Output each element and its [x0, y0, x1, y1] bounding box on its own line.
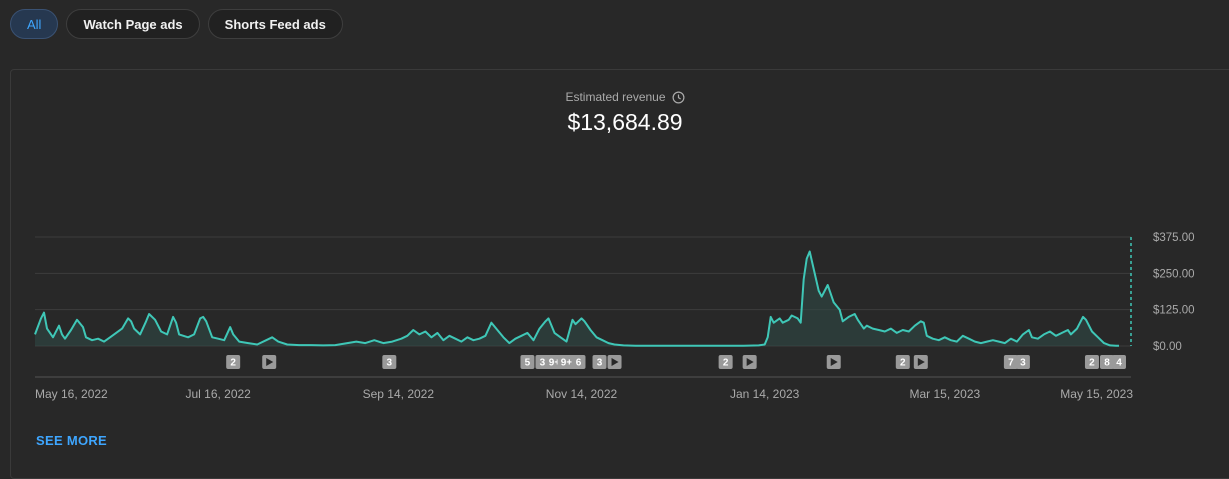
- filter-chips: All Watch Page ads Shorts Feed ads: [10, 9, 343, 39]
- marker-badge: [1003, 355, 1018, 369]
- event-count-marker[interactable]: 2: [895, 355, 910, 369]
- play-icon: [746, 358, 754, 366]
- marker-count: 4: [1116, 358, 1122, 369]
- x-tick-label: Nov 14, 2022: [546, 387, 618, 401]
- video-published-marker[interactable]: [826, 355, 841, 369]
- series-line: [34, 250, 1119, 347]
- marker-count: 2: [230, 358, 236, 369]
- event-count-marker[interactable]: 5: [520, 355, 535, 369]
- marker-badge: [1084, 355, 1099, 369]
- revenue-card: Estimated revenue $13,684.89 $0.00 $125.0…: [10, 69, 1229, 479]
- event-count-marker[interactable]: 4: [1111, 355, 1126, 369]
- marker-badge: [718, 355, 733, 369]
- filter-chip-watch-page-ads[interactable]: Watch Page ads: [66, 9, 200, 39]
- marker-count: 2: [900, 358, 906, 369]
- x-tick-label: Jul 16, 2022: [185, 387, 251, 401]
- marker-count: 9+: [561, 358, 573, 369]
- marker-count: 3: [540, 358, 546, 369]
- event-count-marker[interactable]: 2: [718, 355, 733, 369]
- marker-badge: [1111, 355, 1126, 369]
- marker-count: 7: [1008, 358, 1014, 369]
- video-published-marker[interactable]: [742, 355, 757, 369]
- marker-count: 3: [597, 358, 603, 369]
- marker-badge: [571, 355, 586, 369]
- play-icon: [266, 358, 274, 366]
- marker-badge: [592, 355, 607, 369]
- marker-count: 9+: [549, 358, 561, 369]
- y-tick-label: $0.00: [1153, 341, 1182, 353]
- marker-count: 2: [1089, 358, 1095, 369]
- marker-count: 8: [1104, 358, 1110, 369]
- play-icon: [611, 358, 619, 366]
- marker-badge: [557, 355, 576, 369]
- video-published-marker[interactable]: [913, 355, 928, 369]
- see-more-link[interactable]: SEE MORE: [36, 433, 108, 448]
- revenue-line-chart[interactable]: $0.00$125.00$250.00$375.002 3 5 3 9+ 9+ 6 3 2 2 7 3…: [11, 70, 1221, 410]
- event-count-marker[interactable]: 2: [226, 355, 241, 369]
- x-tick-label: Jan 14, 2023: [730, 387, 800, 401]
- marker-count: 2: [723, 358, 729, 369]
- marker-badge: [382, 355, 397, 369]
- metric-label-row: Estimated revenue: [11, 90, 1229, 104]
- marker-count: 6: [576, 358, 582, 369]
- marker-badge: [520, 355, 535, 369]
- x-tick-label: May 15, 2023: [1060, 387, 1133, 401]
- x-tick-label: May 16, 2022: [35, 387, 108, 401]
- event-count-marker[interactable]: 3: [1015, 355, 1030, 369]
- event-count-marker[interactable]: 6: [571, 355, 586, 369]
- event-count-marker[interactable]: 3: [592, 355, 607, 369]
- marker-badge: [1099, 355, 1114, 369]
- y-tick-label: $375.00: [1153, 232, 1195, 244]
- x-tick-label: Sep 14, 2022: [363, 387, 435, 401]
- play-icon: [917, 358, 925, 366]
- x-tick-label: Mar 15, 2023: [909, 387, 980, 401]
- series-area: [35, 251, 1119, 346]
- y-tick-label: $125.00: [1153, 305, 1195, 317]
- metric-header: Estimated revenue $13,684.89: [11, 90, 1229, 136]
- clock-icon[interactable]: [672, 91, 685, 104]
- marker-count: 3: [387, 358, 393, 369]
- marker-count: 5: [525, 358, 531, 369]
- y-tick-label: $250.00: [1153, 268, 1195, 280]
- marker-badge: [226, 355, 241, 369]
- marker-badge: [895, 355, 910, 369]
- event-count-marker[interactable]: 2: [1084, 355, 1099, 369]
- filter-chip-all[interactable]: All: [10, 9, 59, 39]
- marker-badge: [1015, 355, 1030, 369]
- filter-chip-shorts-feed-ads[interactable]: Shorts Feed ads: [207, 9, 343, 39]
- marker-count: 3: [1020, 358, 1026, 369]
- video-published-marker[interactable]: [262, 355, 277, 369]
- metric-value: $13,684.89: [567, 109, 683, 135]
- play-icon: [830, 358, 838, 366]
- event-count-marker[interactable]: 8: [1099, 355, 1114, 369]
- video-published-marker[interactable]: [607, 355, 622, 369]
- event-count-marker[interactable]: 3: [382, 355, 397, 369]
- event-count-marker[interactable]: 9+: [557, 355, 576, 369]
- event-count-marker[interactable]: 7: [1003, 355, 1018, 369]
- metric-label: Estimated revenue: [565, 90, 666, 104]
